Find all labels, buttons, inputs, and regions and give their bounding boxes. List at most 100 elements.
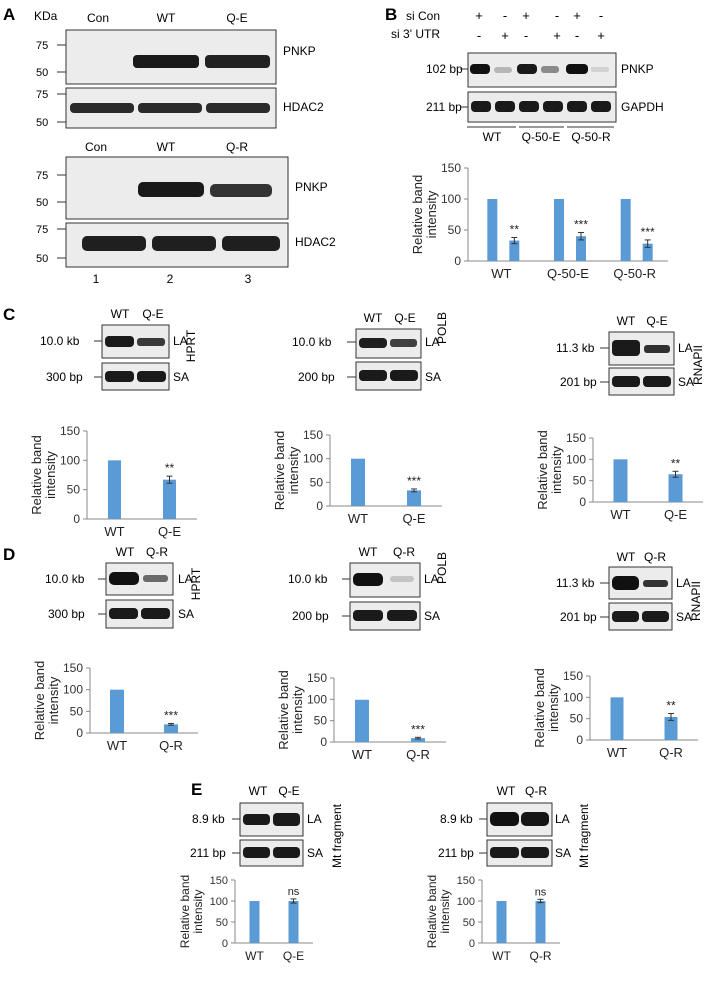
band (353, 610, 383, 621)
pnkp-label: PNKP (621, 62, 654, 76)
size-label: 211 bp (190, 846, 226, 860)
band (137, 371, 166, 382)
bar (163, 479, 176, 519)
x-tick-label: WT (348, 511, 368, 526)
band (273, 813, 300, 826)
band (243, 847, 270, 858)
gene-label: Mt fragment (330, 803, 344, 868)
band (82, 236, 146, 251)
y-tick-label: 50 (216, 917, 228, 929)
lane-label: Q-R (393, 545, 415, 559)
y-axis-label: Relative bandintensity (29, 435, 58, 515)
panel-letter-b: B (385, 5, 397, 24)
band (105, 336, 134, 347)
la-label: LA (307, 812, 322, 826)
bar (110, 689, 124, 733)
size-label: 10.0 kb (288, 572, 328, 586)
gene-label: POLB (435, 552, 449, 584)
y-tick-label: 50 (67, 483, 81, 497)
band (70, 103, 134, 113)
band (470, 64, 490, 74)
lane-label: WT (116, 545, 135, 559)
lane-label: WT (617, 314, 636, 328)
lane-label: WT (359, 545, 378, 559)
bar (642, 243, 653, 261)
panel-letter-d: D (3, 545, 15, 564)
x-tick-label: WT (104, 524, 124, 539)
significance-label: ** (510, 222, 520, 236)
marker-label: 50 (36, 117, 48, 129)
band (138, 182, 204, 197)
la-label: LA (678, 341, 693, 355)
band (390, 370, 418, 381)
sa-label: SA (178, 607, 194, 621)
sign: - (524, 28, 528, 43)
kda-label: KDa (34, 9, 58, 23)
y-tick-label: 0 (76, 726, 83, 740)
bar (487, 199, 498, 261)
sa-label: SA (676, 610, 692, 624)
y-tick-label: 50 (463, 917, 475, 929)
gene-label: POLB (435, 312, 449, 344)
bar (610, 697, 624, 740)
sign: + (597, 28, 605, 43)
bar (509, 240, 520, 261)
x-tick-label: Q-R (530, 949, 552, 963)
x-tick-label: Q-R (406, 747, 430, 762)
sa-label: SA (424, 609, 440, 623)
y-tick-label: 0 (320, 735, 327, 749)
panel-letter-e: E (191, 780, 202, 799)
y-tick-label: 100 (303, 452, 323, 466)
y-tick-label: 150 (441, 161, 461, 175)
bar-chart-e2: 0 50 100 150 Relative bandintensity WT ns Q-R (425, 875, 560, 963)
sign: - (503, 8, 507, 23)
significance-label: ns (288, 886, 300, 898)
x-tick-label: WT (245, 949, 264, 963)
la-label: LA (676, 576, 691, 590)
y-tick-label: 100 (441, 192, 461, 206)
band (141, 608, 170, 619)
x-tick-label: Q-50-R (613, 266, 656, 281)
lane-number: 2 (167, 272, 174, 286)
band (243, 814, 270, 825)
size-label: 300 bp (48, 607, 85, 621)
panel-b: B si Con si 3' UTR + - + - + - - + - + -… (385, 5, 664, 144)
x-tick-label: WT (492, 949, 511, 963)
gel-c2: WT Q-E 10.0 kb 200 bp LA SA POLB (292, 311, 449, 391)
band (206, 103, 270, 113)
band (644, 345, 670, 353)
y-tick-label: 100 (307, 692, 327, 706)
size-label: 11.3 kb (556, 341, 595, 355)
gapdh-label: GAPDH (621, 100, 664, 114)
sign: - (477, 28, 481, 43)
marker-label: 75 (36, 89, 48, 101)
lane-label: WT (497, 784, 516, 798)
significance-label: ** (671, 456, 681, 470)
y-tick-label: 0 (73, 512, 80, 526)
size-211bp: 211 bp (426, 100, 462, 114)
band (521, 847, 549, 858)
sa-label: SA (425, 370, 441, 384)
band (591, 101, 611, 112)
band (387, 610, 417, 621)
group-label: Q-50-R (571, 130, 611, 144)
y-axis-label: Relative bandintensity (425, 875, 452, 948)
x-tick-label: WT (491, 266, 511, 281)
panel-c: C WT Q-E 10.0 kb 300 bp LA SA HPRT WT Q-… (3, 305, 705, 396)
x-tick-label: WT (352, 747, 372, 762)
y-tick-label: 100 (457, 896, 475, 908)
sign: + (475, 8, 483, 23)
y-tick-label: 50 (448, 223, 462, 237)
bar (620, 199, 631, 261)
bar (411, 738, 425, 742)
y-tick-label: 50 (70, 704, 84, 718)
bar (288, 901, 299, 943)
bar (496, 901, 507, 943)
gel-e1: WT Q-E 8.9 kb 211 bp LA SA Mt fragment (190, 784, 344, 868)
x-tick-label: Q-E (158, 524, 181, 539)
la-label: LA (173, 334, 188, 348)
band (566, 64, 588, 74)
y-tick-label: 150 (566, 431, 586, 445)
